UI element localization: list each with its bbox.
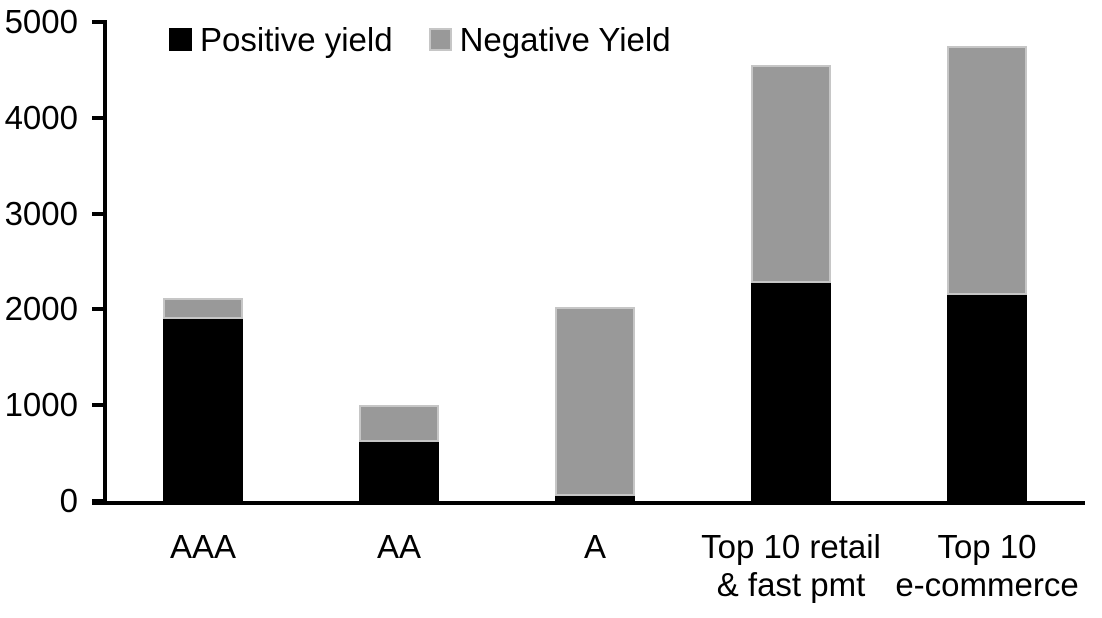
legend-item-negative-yield: Negative Yield xyxy=(428,20,671,58)
bar-segment-negative-yield xyxy=(555,306,635,497)
x-category-label: A xyxy=(583,528,606,565)
legend-label: Positive yield xyxy=(200,20,393,58)
bar-segment-negative-yield xyxy=(359,405,439,442)
x-category-label: Top 10 e-commerce xyxy=(895,528,1079,603)
y-tick-label: 0 xyxy=(59,482,78,519)
y-tick-label: 3000 xyxy=(4,194,78,232)
y-tick-mark xyxy=(92,20,105,24)
y-tick-label: 5000 xyxy=(4,3,78,40)
legend: Positive yield Negative Yield xyxy=(169,23,671,56)
x-category-label: AAA xyxy=(169,528,237,565)
legend-swatch-icon xyxy=(169,27,192,51)
y-tick-mark xyxy=(92,211,105,216)
bar-segment-positive-yield xyxy=(555,496,635,501)
bar-segment-negative-yield xyxy=(163,297,243,319)
y-tick-mark xyxy=(92,499,105,503)
legend-swatch-icon xyxy=(428,27,452,51)
y-tick-label: 4000 xyxy=(4,98,78,136)
bar-segment-positive-yield xyxy=(947,295,1027,501)
legend-item-positive-yield: Positive yield xyxy=(169,23,393,56)
x-category-label: AA xyxy=(376,528,422,565)
x-axis-line xyxy=(92,501,1085,505)
bar-segment-positive-yield xyxy=(163,318,243,501)
bar-segment-negative-yield xyxy=(751,65,831,283)
x-category-label: Top 10 retail & fast pmt xyxy=(701,528,881,603)
bar-segment-positive-yield xyxy=(751,282,831,501)
y-tick-label: 2000 xyxy=(4,290,78,328)
legend-label: Negative Yield xyxy=(459,20,671,58)
y-tick-mark xyxy=(92,307,105,312)
y-axis-line xyxy=(103,20,107,503)
y-tick-label: 1000 xyxy=(4,386,78,424)
y-tick-mark xyxy=(92,115,105,120)
bar-segment-positive-yield xyxy=(359,441,439,501)
bar-segment-negative-yield xyxy=(947,45,1027,296)
y-tick-mark xyxy=(92,403,105,408)
